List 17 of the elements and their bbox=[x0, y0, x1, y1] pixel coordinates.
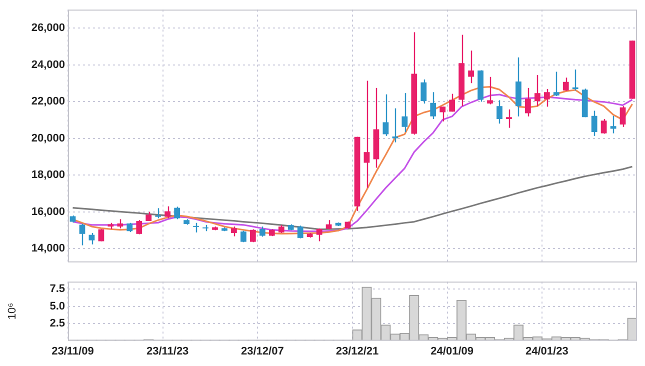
y-tick-label: 20,000 bbox=[31, 132, 65, 144]
x-tick-label: 23/11/23 bbox=[146, 345, 189, 358]
y-tick-label: 26,000 bbox=[31, 22, 65, 34]
y-tick-label: 5.0 bbox=[50, 300, 65, 312]
y-tick-label: 16,000 bbox=[31, 206, 65, 218]
y-tick-label: 14,000 bbox=[31, 242, 65, 255]
y-tick-label: 22,000 bbox=[31, 96, 65, 108]
y-tick-label: 2.5 bbox=[50, 318, 65, 330]
y-tick-label: 18,000 bbox=[31, 169, 65, 182]
x-tick-label: 23/12/07 bbox=[240, 345, 284, 358]
y-tick-label: 24,000 bbox=[31, 58, 65, 71]
y-axis-title: 10⁶ bbox=[6, 302, 19, 320]
x-tick-label: 24/01/09 bbox=[430, 345, 474, 358]
x-tick-label: 23/12/21 bbox=[336, 345, 379, 358]
x-tick-label: 24/01/23 bbox=[525, 345, 568, 358]
y-tick-label: 7.5 bbox=[50, 283, 65, 296]
x-tick-label: 23/11/09 bbox=[52, 345, 94, 358]
